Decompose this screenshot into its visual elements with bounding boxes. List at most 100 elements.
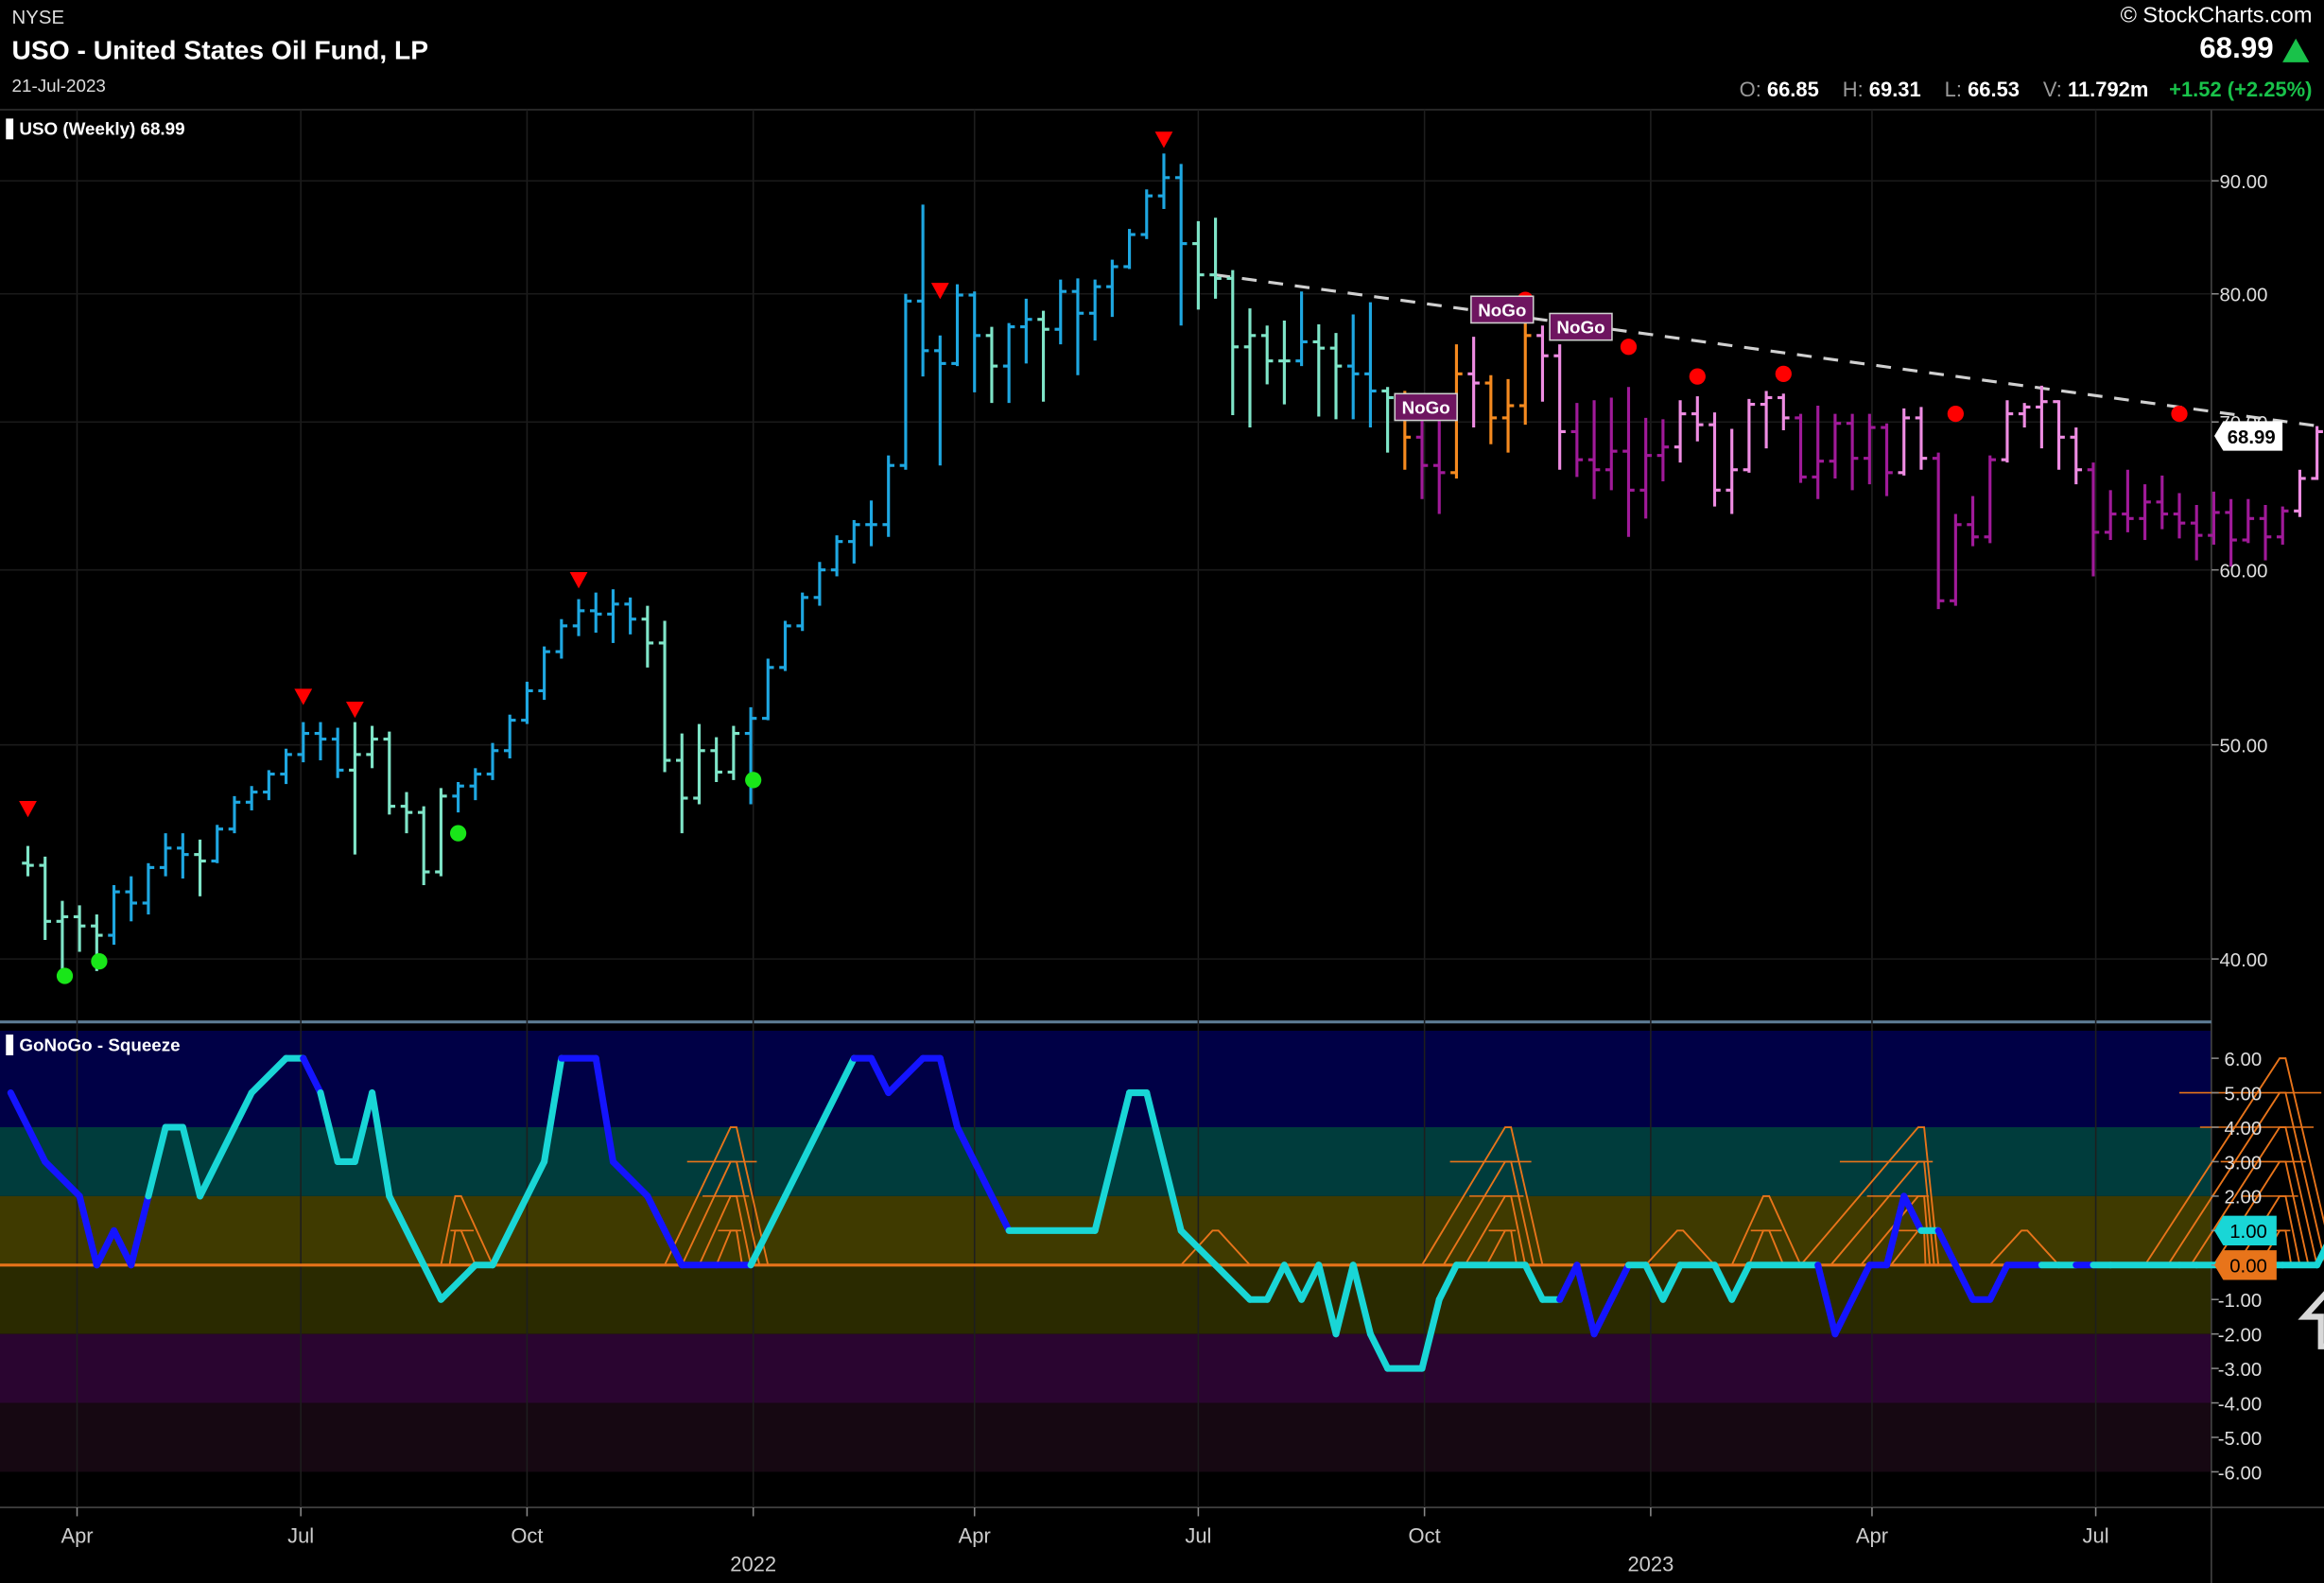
price-bar: [934, 335, 946, 466]
price-bar: [2311, 426, 2323, 480]
oscillator-segment: [541, 1054, 565, 1165]
oscillator-segment: [747, 1192, 789, 1269]
price-bar: [1932, 452, 1945, 610]
buy-dot: [745, 772, 762, 789]
oscillator-segment: [1418, 1296, 1443, 1372]
price-bar: [744, 706, 757, 805]
oscillator-segment: [437, 1261, 479, 1303]
x-tick-label-5: Jul: [1185, 1524, 1211, 1548]
price-bar: [2156, 475, 2169, 530]
price-bar: [314, 722, 327, 761]
price-bar: [1605, 397, 1618, 491]
price-bar: [1881, 423, 1893, 496]
price-bar: [1898, 408, 1911, 476]
price-bar: [159, 833, 172, 877]
oscillator-segment: [42, 1157, 83, 1200]
oscillator-segment: [1315, 1261, 1340, 1338]
price-bar: [1812, 405, 1824, 499]
price-bar: [400, 792, 413, 834]
price-up-arrow-icon: [2282, 38, 2310, 62]
osc-y-tick-label-11: -5.00: [2218, 1429, 2262, 1450]
price-bar: [1864, 413, 1876, 485]
price-bar: [2001, 400, 2014, 463]
osc-y-tick-label-0: 6.00: [2225, 1050, 2263, 1070]
price-bar: [73, 905, 86, 952]
price-bar: [331, 727, 344, 778]
price-bar: [1312, 323, 1326, 417]
price-bar: [710, 737, 722, 782]
oscillator-segment: [369, 1089, 393, 1200]
price-bar: [452, 781, 464, 813]
price-bar: [1795, 413, 1807, 483]
oscillator-segment: [1366, 1331, 1392, 1372]
price-bar: [349, 722, 361, 855]
price-bar: [2173, 493, 2186, 539]
price-bar: [848, 519, 860, 564]
x-tick-label-2: Oct: [511, 1524, 543, 1548]
squeeze-cone: [440, 1194, 494, 1266]
price-bar: [555, 618, 568, 659]
price-bar: [882, 455, 894, 537]
price-bar: [1123, 229, 1136, 270]
oscillator-segment: [93, 1226, 118, 1269]
price-legend: USO (Weekly) 68.99: [19, 119, 184, 139]
price-bar: [486, 742, 499, 780]
osc-y-tick-label-2: 4.00: [2225, 1119, 2263, 1139]
price-bar: [1054, 279, 1067, 345]
oscillator-segment: [988, 1192, 1013, 1234]
price-bar: [1950, 513, 1962, 606]
price-bar: [1846, 413, 1859, 491]
high-label: H:: [1842, 77, 1864, 101]
oscillator-bands: [0, 1030, 2211, 1472]
osc-value-tag-label: 1.00: [2229, 1222, 2267, 1243]
price-bar: [435, 788, 447, 877]
high-value: 69.31: [1868, 77, 1921, 101]
price-bar: [280, 748, 292, 785]
oscillator-segment: [300, 1054, 324, 1097]
price-bar: [211, 825, 224, 863]
price-bar: [865, 500, 877, 547]
price-bar: [1209, 217, 1222, 299]
low-value: 66.53: [1968, 77, 2020, 101]
oscillator-segment: [1590, 1296, 1615, 1338]
squeeze-level: [1799, 1126, 1940, 1266]
oscillator-segment: [1814, 1261, 1839, 1338]
price-bar: [1071, 278, 1084, 375]
squeeze-level: [1644, 1229, 1716, 1266]
oscillator-segment: [1091, 1089, 1134, 1234]
open-value: 66.85: [1766, 77, 1819, 101]
squeeze-cone: [664, 1126, 770, 1266]
price-bar: [2242, 498, 2255, 544]
squeeze-level: [664, 1126, 770, 1266]
price-bar: [589, 592, 602, 634]
oscillator-segment: [1177, 1226, 1220, 1269]
volume-value: 11.792m: [2067, 77, 2149, 101]
squeeze-cone: [1421, 1126, 1544, 1266]
oscillator-segment: [1659, 1261, 1684, 1303]
oscillator-segment: [317, 1089, 341, 1165]
oscillator-segment: [1986, 1261, 2011, 1303]
oscillator-segment: [110, 1226, 135, 1269]
squeeze-level: [2190, 1126, 2318, 1266]
osc-legend: GoNoGo - Squeeze: [19, 1035, 180, 1054]
resistance-trendline: [1215, 273, 2324, 429]
osc-y-tick-label-9: -3.00: [2218, 1360, 2262, 1381]
y-tick-label-4: 50.00: [2219, 737, 2267, 757]
price-bar: [1553, 344, 1566, 470]
oscillator-segment: [1349, 1261, 1374, 1338]
squeeze-level: [1989, 1229, 2060, 1266]
price-bar: [1743, 398, 1756, 473]
price-bar: [1915, 407, 1928, 470]
price-bar: [951, 284, 963, 367]
oscillator-segment: [1143, 1089, 1185, 1234]
x-tick-label-4: Apr: [959, 1524, 991, 1548]
price-bar: [2259, 505, 2272, 561]
oscillator-segment: [816, 1054, 858, 1131]
price-bar: [1106, 259, 1119, 318]
price-bar: [469, 768, 482, 801]
exchange-label: NYSE: [11, 6, 65, 28]
oscillator-segment: [1934, 1226, 1959, 1269]
price-change: +1.52 (+2.25%): [2169, 77, 2313, 101]
price-bar: [2276, 506, 2289, 545]
squeeze-cone: [1989, 1229, 2060, 1266]
